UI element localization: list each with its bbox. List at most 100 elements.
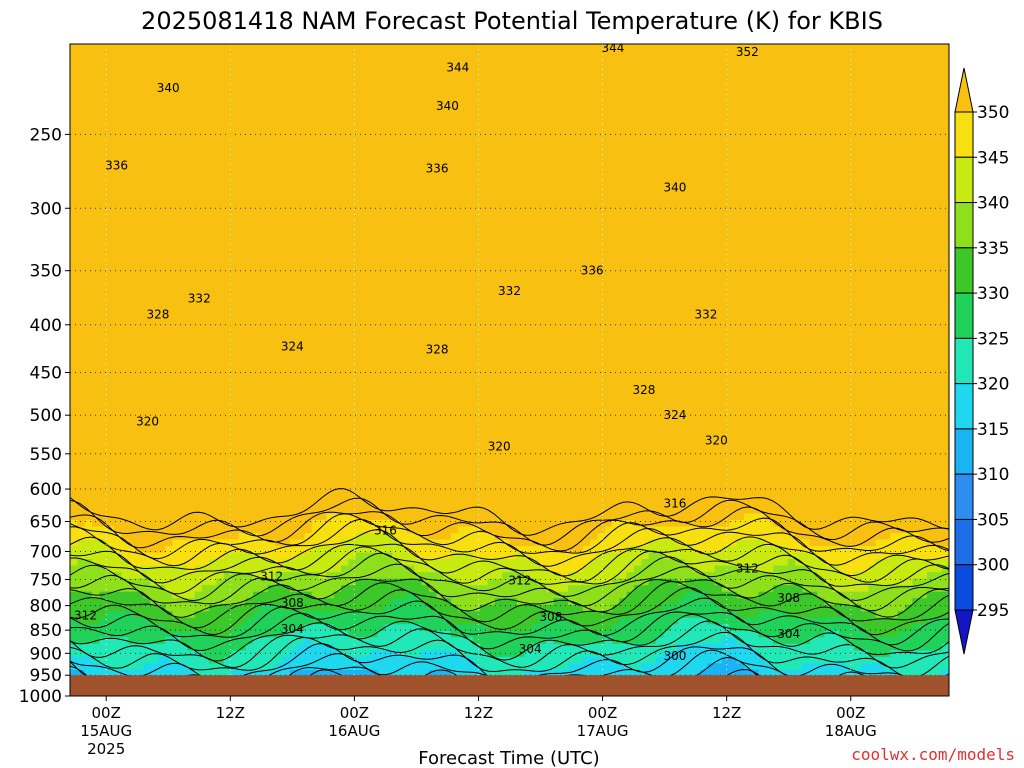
fill-cell [245, 624, 254, 632]
fill-cell [179, 448, 188, 456]
fill-cell [319, 330, 327, 338]
fill-cell [348, 650, 357, 658]
fill-cell [106, 585, 115, 593]
fill-cell [150, 409, 159, 417]
fill-cell [216, 402, 225, 410]
fill-cell [157, 409, 166, 417]
fill-cell [406, 526, 415, 534]
fill-cell [201, 617, 210, 625]
fill-cell [121, 422, 130, 430]
fill-cell [172, 461, 181, 469]
fill-cell [363, 193, 371, 202]
fill-cell [113, 141, 122, 149]
fill-cell [326, 291, 335, 299]
fill-cell [172, 500, 181, 508]
fill-cell [223, 304, 232, 312]
fill-cell [326, 213, 335, 221]
fill-cell [348, 304, 357, 312]
fill-cell [267, 454, 276, 462]
fill-cell [106, 298, 115, 306]
fill-cell [238, 363, 247, 371]
fill-cell [128, 422, 137, 430]
fill-cell [289, 115, 298, 123]
fill-cell [275, 546, 284, 554]
fill-cell [150, 585, 159, 593]
fill-cell [370, 252, 379, 260]
fill-cell [70, 461, 78, 469]
fill-cell [341, 285, 349, 293]
fill-cell [187, 630, 196, 638]
fill-cell [253, 239, 262, 247]
fill-cell [157, 272, 166, 280]
fill-cell [253, 102, 262, 110]
fill-cell [363, 252, 371, 260]
fill-cell [355, 304, 364, 312]
fill-cell [238, 207, 247, 215]
fill-cell [297, 500, 305, 508]
fill-cell [399, 454, 408, 462]
fill-cell [223, 76, 232, 84]
fill-cell [392, 624, 401, 632]
fill-cell [260, 135, 269, 143]
fill-cell [399, 356, 408, 365]
fill-cell [275, 500, 284, 508]
fill-cell [275, 233, 284, 241]
fill-cell [77, 128, 86, 136]
fill-cell [106, 154, 115, 162]
fill-cell [223, 350, 232, 358]
fill-cell [421, 356, 430, 365]
fill-cell [194, 526, 203, 534]
fill-cell [238, 617, 247, 625]
fill-cell [421, 128, 430, 136]
fill-cell [113, 63, 122, 71]
fill-cell [326, 343, 335, 352]
fill-cell [428, 422, 437, 430]
fill-cell [399, 148, 408, 156]
fill-cell [157, 506, 166, 515]
fill-cell [135, 356, 144, 365]
fill-cell [223, 161, 232, 169]
fill-cell [201, 343, 210, 352]
fill-cell [143, 454, 152, 462]
fill-cell [421, 233, 430, 241]
fill-cell [406, 435, 415, 443]
fill-cell [91, 402, 100, 410]
fill-cell [260, 578, 269, 586]
fill-cell [406, 96, 415, 104]
fill-cell [289, 330, 298, 338]
fill-cell [304, 304, 313, 312]
fill-cell [421, 76, 430, 84]
fill-cell [113, 167, 122, 175]
fill-cell [209, 220, 218, 228]
fill-cell [428, 409, 437, 417]
fill-cell [165, 637, 174, 645]
fill-cell [414, 656, 423, 664]
fill-cell [341, 519, 349, 528]
fill-cell [172, 63, 181, 71]
fill-cell [201, 519, 210, 528]
fill-cell [223, 337, 232, 345]
fill-cell [194, 44, 203, 52]
fill-cell [297, 656, 305, 664]
fill-cell [253, 200, 262, 208]
fill-cell [231, 96, 240, 104]
fill-cell [106, 422, 115, 430]
fill-cell [406, 487, 415, 495]
fill-cell [319, 441, 327, 449]
fill-cell [84, 428, 93, 436]
fill-cell [304, 493, 313, 501]
fill-cell [179, 141, 188, 149]
fill-cell [275, 200, 284, 208]
fill-cell [179, 135, 188, 143]
fill-cell [157, 57, 166, 65]
fill-cell [392, 585, 401, 593]
fill-cell [91, 467, 100, 475]
fill-cell [194, 591, 203, 599]
fill-cell [216, 356, 225, 365]
fill-cell [223, 174, 232, 182]
fill-cell [216, 383, 225, 391]
fill-cell [165, 428, 174, 436]
fill-cell [384, 356, 393, 365]
fill-cell [377, 519, 386, 528]
fill-cell [172, 611, 181, 619]
